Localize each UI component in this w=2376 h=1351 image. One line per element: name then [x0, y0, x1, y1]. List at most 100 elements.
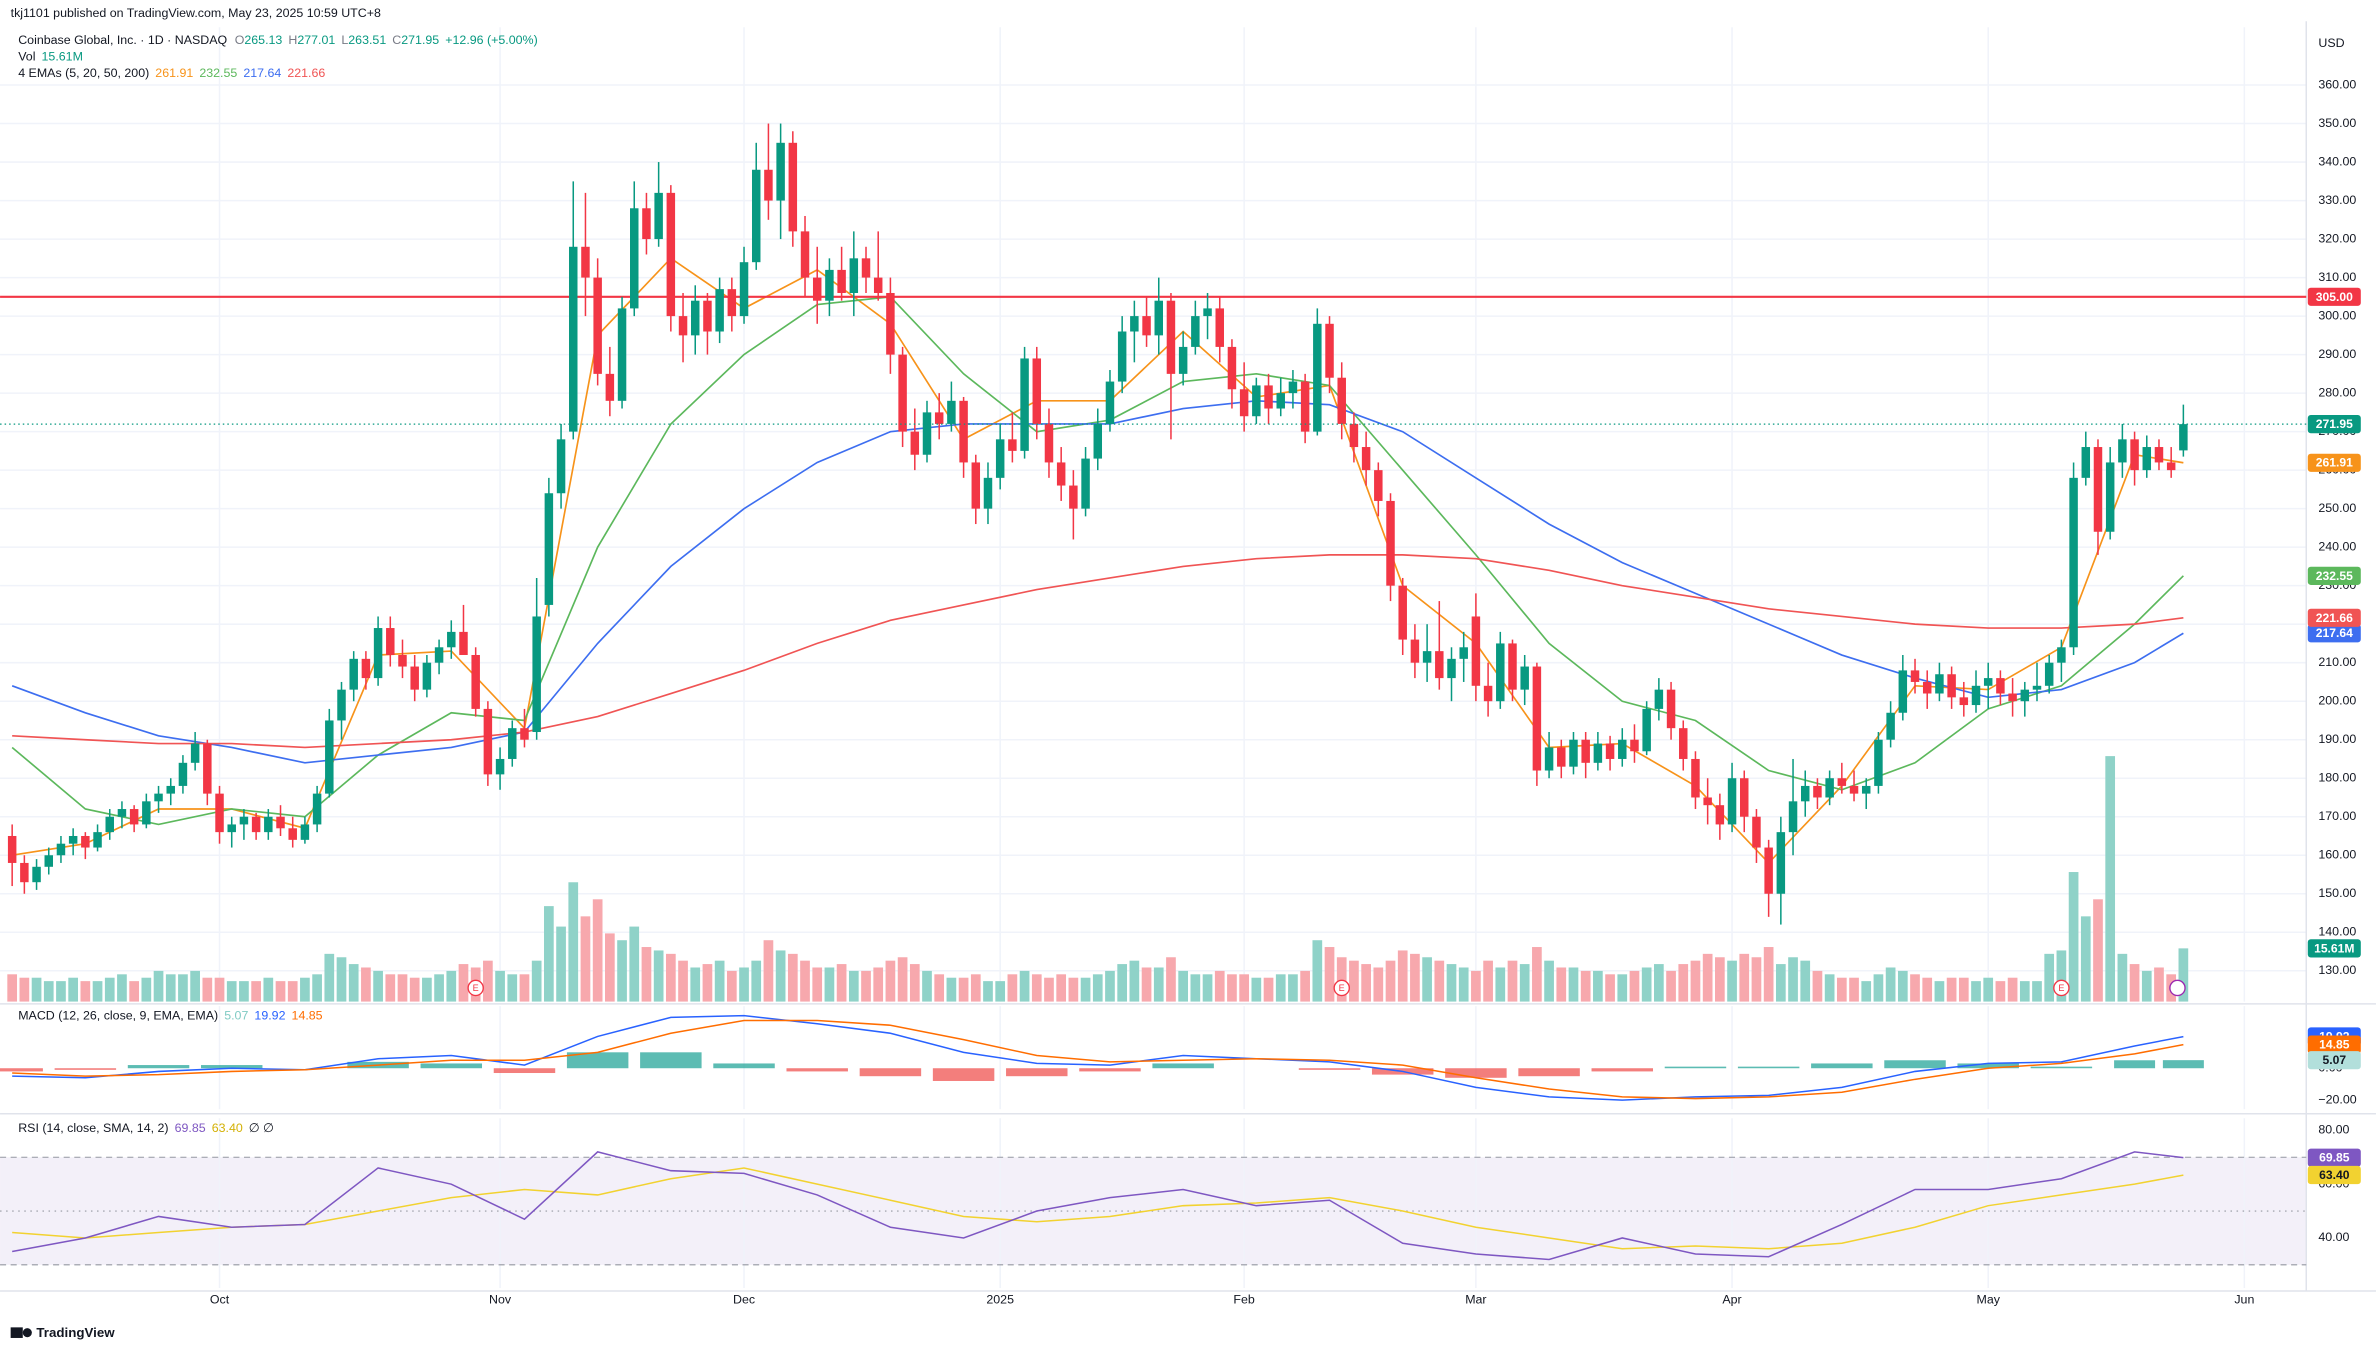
- volume-bar: [1239, 974, 1249, 1002]
- price-badge-label: 15.61M: [2314, 941, 2354, 955]
- candle-body: [861, 258, 871, 278]
- candle-body: [2118, 439, 2127, 463]
- candle-body: [593, 277, 602, 374]
- volume-bar: [1666, 970, 1676, 1002]
- candle-body: [556, 439, 566, 494]
- volume-bar: [629, 926, 640, 1002]
- candle-body: [2044, 662, 2054, 686]
- candle-body: [825, 269, 834, 301]
- volume-bar: [1214, 970, 1225, 1002]
- volume-bar: [800, 960, 810, 1002]
- candle-body: [1166, 300, 1176, 374]
- volume-bar: [836, 964, 847, 1002]
- candle-body: [959, 400, 968, 463]
- price-badge: [2307, 1165, 2361, 1185]
- candle-body: [2093, 447, 2103, 532]
- volume-bar: [1775, 964, 1786, 1002]
- volume-bar: [1324, 947, 1335, 1002]
- symbol-legend-part: C: [392, 33, 401, 47]
- volume-bar: [178, 974, 188, 1002]
- volume-bar: [68, 977, 79, 1002]
- price-badge: [2307, 453, 2361, 472]
- candle-body: [105, 816, 114, 833]
- candle-body: [1178, 346, 1188, 374]
- y-tick-label: 240.00: [2318, 539, 2356, 553]
- volume-bar: [1800, 960, 1811, 1002]
- volume-bar: [995, 981, 1006, 1002]
- volume-bar: [361, 967, 371, 1002]
- candle-body: [898, 354, 907, 432]
- candle-body: [20, 862, 29, 883]
- volume-bar: [1227, 974, 1237, 1002]
- candle-body: [1239, 389, 1249, 417]
- volume-bar: [1556, 967, 1567, 1002]
- candle-body: [1898, 670, 1908, 713]
- volume-bar: [226, 981, 237, 1002]
- earnings-label: E: [473, 983, 479, 993]
- candle-body: [1386, 500, 1395, 586]
- volume-bar: [495, 970, 505, 1002]
- symbol-legend-part: H: [288, 33, 297, 47]
- candle-body: [1337, 377, 1346, 424]
- footer-logo-icon: [10, 1327, 32, 1338]
- candle-body: [849, 258, 859, 293]
- candle-body: [81, 835, 90, 848]
- candle-body: [227, 824, 236, 833]
- candle-body: [410, 666, 419, 690]
- y-tick-label: 250.00: [2318, 501, 2356, 515]
- ema-legend: 4 EMAs (5, 20, 50, 200) 261.91 232.55 217.6…: [18, 67, 325, 81]
- volume-bar: [2141, 970, 2152, 1002]
- price-badge: [2307, 624, 2361, 643]
- candle-body: [2032, 685, 2042, 690]
- macd-histogram-bar: [1737, 1066, 1800, 1069]
- candle-body: [1032, 358, 1042, 424]
- symbol-legend-part: +12.96 (+5.00%): [445, 33, 537, 47]
- candle-body: [581, 246, 590, 278]
- volume-bar: [1519, 964, 1530, 1002]
- volume-bar: [1849, 977, 1859, 1002]
- candle-body: [1447, 658, 1456, 679]
- candle-body: [1922, 681, 1932, 694]
- candle-body: [1605, 743, 1615, 759]
- volume-bar: [580, 916, 591, 1002]
- footer-logo: TradingView: [36, 1325, 115, 1340]
- candle-body: [1569, 739, 1578, 767]
- volume-bar: [1019, 970, 1030, 1002]
- candle-body: [1581, 739, 1590, 763]
- volume-bar: [1580, 970, 1591, 1002]
- candle-body: [215, 793, 224, 833]
- volume-bar: [665, 953, 676, 1002]
- volume-bar: [202, 977, 213, 1002]
- candle-body: [1142, 316, 1151, 336]
- candle-body: [1496, 643, 1505, 702]
- volume-bar: [1044, 977, 1054, 1002]
- volume-bar: [2068, 872, 2079, 1002]
- candle-body: [1959, 697, 1969, 706]
- volume-bar: [958, 977, 969, 1002]
- macd-histogram-bar: [859, 1068, 922, 1077]
- rsi-ma-line: [12, 1167, 2184, 1250]
- ema-legend-part: 217.64: [243, 67, 281, 81]
- volume-legend-part: 15.61M: [42, 50, 83, 64]
- volume-bar: [1763, 947, 1774, 1002]
- volume-bar: [2080, 916, 2091, 1002]
- volume-bar: [897, 957, 908, 1002]
- volume-bar: [1751, 957, 1762, 1002]
- ema-legend-part: 4 EMAs (5, 20, 50, 200): [18, 67, 149, 81]
- volume-bar: [885, 960, 896, 1002]
- ema-legend-part: 261.91: [155, 67, 193, 81]
- price-badge-label: 5.07: [2323, 1053, 2347, 1067]
- volume-bar: [1178, 970, 1188, 1002]
- volume-bar: [1812, 970, 1823, 1002]
- volume-bar: [909, 964, 920, 1002]
- candle-body: [325, 720, 334, 794]
- volume-bar: [1971, 981, 1981, 1002]
- candle-body: [1288, 381, 1298, 394]
- volume-bar: [556, 926, 566, 1002]
- candle-body: [434, 647, 444, 663]
- price-badge-label: 63.40: [2319, 1168, 2350, 1182]
- candle-body: [373, 628, 383, 679]
- volume-bar: [1995, 981, 2006, 1002]
- volume-bar: [1263, 977, 1274, 1002]
- candle-body: [1630, 739, 1639, 752]
